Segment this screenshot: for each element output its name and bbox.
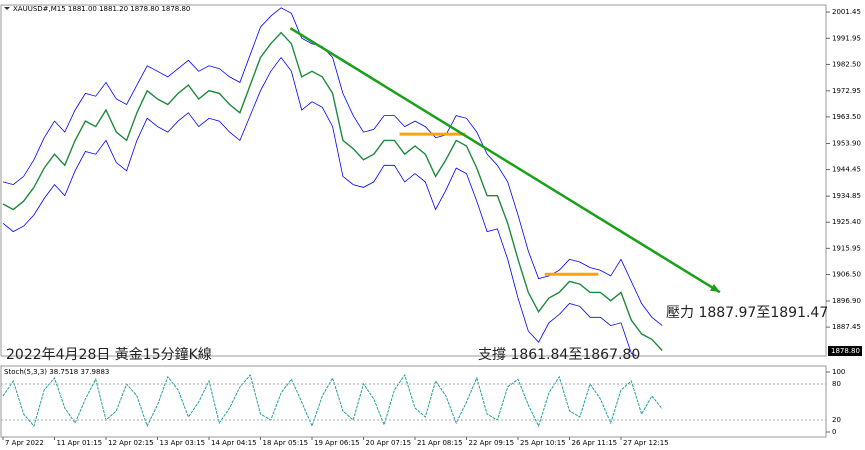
- price-line: [2, 56, 638, 356]
- y-tick-label: 1887.45: [832, 323, 861, 331]
- x-tick-label: 26 Apr 11:15: [572, 439, 618, 447]
- price-line: [2, 31, 663, 351]
- y-tick-label: 1944.45: [832, 166, 861, 174]
- x-tick-label: 12 Apr 02:15: [108, 439, 154, 447]
- annotation: 2022年4月28日 黃金15分鐘K線: [6, 346, 212, 363]
- annotation: 壓力 1887.97至1891.47: [666, 305, 828, 321]
- y-tick-label: 2001.45: [832, 8, 861, 16]
- stoch-plot: [2, 373, 663, 428]
- stoch-tick-label: 80: [832, 380, 841, 388]
- x-tick-label: 25 Apr 10:15: [520, 439, 566, 447]
- stoch-tick-label: 20: [832, 416, 841, 424]
- y-tick-label: 1963.50: [832, 113, 861, 121]
- y-tick-label: 1925.40: [832, 218, 861, 226]
- y-tick-label: 1991.95: [832, 34, 861, 42]
- stoch-tick-label: 0: [832, 428, 836, 436]
- annotation: 支撐 1861.84至1867.80: [478, 347, 640, 363]
- x-tick-label: 18 Apr 05:15: [263, 439, 309, 447]
- price-plot: [2, 7, 663, 356]
- current-price-box: [828, 346, 862, 357]
- symbol-header: XAUUSD#,M15 1881.00 1881.20 1878.80 1878…: [13, 5, 190, 13]
- menu-icon[interactable]: [4, 7, 10, 10]
- x-tick-label: 13 Apr 03:15: [160, 439, 206, 447]
- x-tick-label: 20 Apr 07:15: [366, 439, 412, 447]
- y-tick-label: 1896.90: [832, 297, 861, 305]
- y-tick-label: 1906.50: [832, 270, 861, 278]
- stoch-panel: [0, 365, 827, 438]
- y-tick-label: 1915.95: [832, 244, 861, 252]
- current-price-label: 1878.80: [831, 347, 860, 355]
- x-tick-label: 21 Apr 08:15: [417, 439, 463, 447]
- trend-arrow: [709, 284, 720, 293]
- x-tick-label: 7 Apr 2022: [5, 439, 44, 447]
- y-tick-label: 1972.95: [832, 87, 861, 95]
- y-tick-label: 1953.90: [832, 139, 861, 147]
- y-tick-label: 1934.85: [832, 192, 861, 200]
- x-tick-label: 14 Apr 04:15: [211, 439, 257, 447]
- stoch-label: Stoch(5,3,3) 38.7518 37.9883: [4, 368, 109, 376]
- y-tick-label: 1982.50: [832, 60, 861, 68]
- stoch-line: [2, 373, 663, 428]
- price-panel: [0, 4, 827, 357]
- x-tick-label: 22 Apr 09:15: [469, 439, 515, 447]
- x-tick-label: 19 Apr 06:15: [314, 439, 360, 447]
- x-tick-label: 27 Apr 12:15: [623, 439, 669, 447]
- stoch-tick-label: 100: [832, 368, 845, 376]
- x-tick-label: 11 Apr 01:15: [57, 439, 103, 447]
- trend-line: [289, 27, 721, 294]
